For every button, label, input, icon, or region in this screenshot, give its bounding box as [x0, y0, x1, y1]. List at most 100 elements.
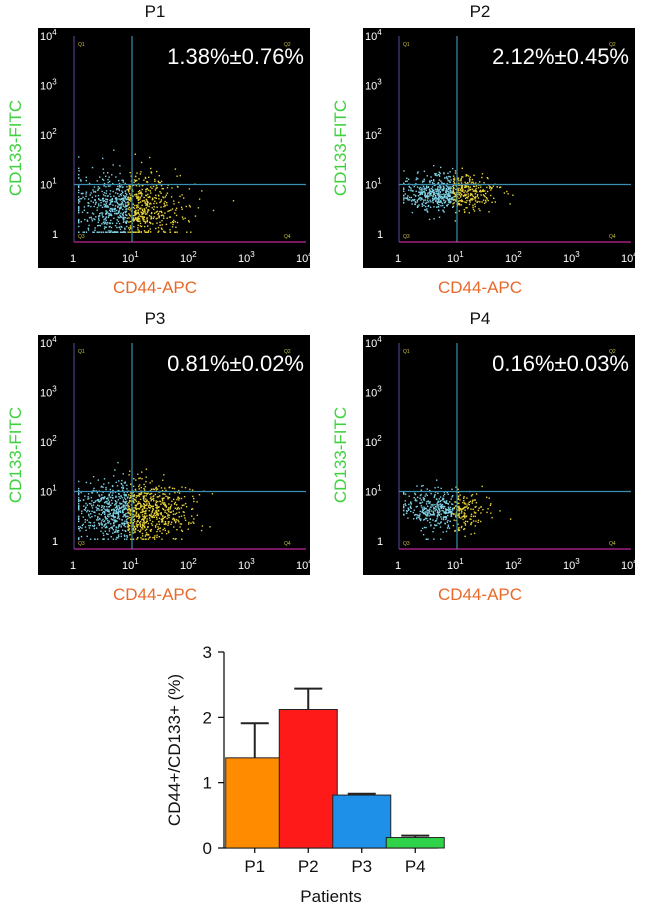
cell-event [154, 514, 157, 517]
cell-event [414, 203, 416, 205]
cell-event [155, 211, 157, 213]
cell-event [143, 483, 145, 486]
cell-event [137, 513, 140, 515]
cell-event [160, 185, 163, 187]
cell-event [432, 200, 434, 202]
cell-event [404, 493, 407, 495]
cell-event [145, 495, 147, 497]
cell-event [127, 525, 129, 527]
cell-event [126, 536, 129, 538]
cell-event [167, 515, 169, 517]
cell-event [164, 204, 166, 207]
x-tick-label: 103 [238, 250, 255, 265]
cell-event [469, 186, 471, 188]
x-tick-label: 102 [505, 250, 522, 265]
cell-event [446, 185, 448, 187]
cell-event [167, 497, 170, 499]
cell-event [111, 526, 113, 529]
cell-event [440, 516, 442, 518]
cell-event [176, 508, 178, 511]
cell-event [92, 191, 95, 193]
cell-event [108, 229, 110, 232]
cell-event [157, 526, 159, 528]
cell-event [129, 495, 132, 497]
cell-event [165, 495, 167, 497]
cell-event [404, 500, 406, 502]
bar [278, 708, 338, 849]
cell-event [125, 192, 127, 194]
cell-event [128, 202, 130, 204]
cell-event [473, 185, 476, 188]
cell-event [442, 209, 444, 211]
cell-event [410, 502, 412, 504]
cell-event [177, 519, 179, 522]
cell-event [452, 167, 454, 170]
quadrant-label: Q1 [403, 42, 410, 48]
quadrant-label: Q3 [78, 541, 85, 547]
cell-event [463, 211, 466, 214]
cell-event [96, 491, 98, 494]
cell-event [139, 220, 141, 222]
cell-event [105, 510, 107, 512]
cell-event [150, 505, 153, 508]
cell-event [152, 185, 155, 188]
cell-event [432, 519, 434, 521]
cell-event [156, 187, 158, 189]
flow-panel-p4: P4 11011021031041101102103104Q1Q2Q3Q40.1… [325, 307, 638, 607]
cell-event [441, 503, 443, 506]
cell-event [154, 197, 156, 199]
cell-event [114, 197, 117, 200]
cell-event [458, 507, 460, 510]
cell-event [420, 199, 422, 201]
cell-event [448, 527, 451, 529]
cell-event [454, 179, 456, 181]
cell-event [132, 206, 134, 209]
cell-event [155, 227, 157, 230]
cell-event [78, 491, 80, 493]
cell-event [159, 210, 161, 213]
cell-event [170, 511, 172, 513]
cell-event [463, 496, 465, 498]
cell-event [436, 174, 438, 177]
cell-event [125, 220, 127, 222]
cell-event [446, 176, 448, 178]
cell-event [438, 503, 440, 506]
cell-event [104, 226, 106, 228]
cell-event [429, 506, 432, 508]
cell-event [439, 191, 441, 194]
cell-event [135, 193, 137, 195]
cell-event [446, 509, 448, 511]
y-tick-label: 3 [203, 643, 212, 662]
cell-event [78, 220, 80, 223]
cell-event [407, 507, 410, 510]
cell-event [430, 190, 432, 192]
cell-event [160, 512, 162, 514]
cell-event [133, 220, 135, 222]
cell-event [425, 189, 427, 191]
cell-event [496, 186, 498, 188]
cell-event [452, 191, 455, 193]
cell-event [178, 521, 180, 523]
cell-event [133, 502, 135, 504]
cell-event [403, 492, 405, 494]
cell-event [457, 491, 460, 493]
cell-event [491, 517, 493, 519]
cell-event [470, 522, 472, 525]
cell-event [464, 190, 466, 192]
cell-event [157, 212, 160, 215]
x-tick-label: 104 [621, 250, 635, 265]
cell-event [144, 517, 146, 519]
cell-event [129, 225, 132, 227]
cell-event [471, 193, 473, 195]
cell-event [96, 209, 98, 211]
cell-event [454, 172, 457, 174]
cell-event [158, 216, 160, 218]
cell-event [117, 513, 120, 515]
cell-event [145, 512, 147, 515]
cell-event [438, 171, 440, 173]
cell-event [453, 519, 455, 521]
cell-event [427, 211, 429, 213]
cell-event [451, 199, 453, 201]
cell-event [121, 179, 123, 181]
cell-event [437, 193, 439, 195]
